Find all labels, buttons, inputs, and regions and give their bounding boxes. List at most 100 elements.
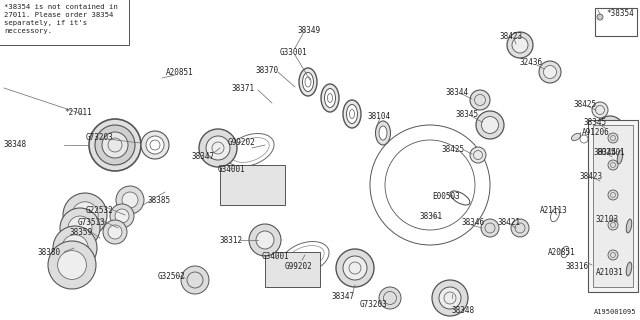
Text: *38354 is not contained in
27011. Please order 38354
separately, if it's
neccess: *38354 is not contained in 27011. Please… [4, 4, 118, 34]
Ellipse shape [608, 190, 618, 200]
PathPatch shape [180, 90, 355, 225]
Text: 38346: 38346 [462, 218, 485, 227]
Ellipse shape [360, 115, 500, 255]
Text: G99202: G99202 [285, 262, 313, 271]
Text: A21113: A21113 [540, 206, 568, 215]
Ellipse shape [539, 61, 561, 83]
Text: G73203: G73203 [360, 300, 388, 309]
Ellipse shape [299, 68, 317, 96]
Bar [588, 120, 638, 292]
Ellipse shape [249, 224, 281, 256]
Bar [593, 125, 633, 287]
Ellipse shape [116, 186, 144, 214]
Ellipse shape [608, 148, 628, 168]
Ellipse shape [110, 204, 134, 228]
Text: 38345: 38345 [584, 118, 607, 127]
Text: *38354 is not contained in
27011. Please order 38354
separately, if it's
neccess: *38354 is not contained in 27011. Please… [4, 4, 118, 34]
Ellipse shape [321, 84, 339, 112]
Ellipse shape [608, 133, 618, 143]
Text: 38423: 38423 [580, 172, 603, 181]
Text: G73203: G73203 [86, 133, 114, 142]
Bar [265, 252, 320, 287]
Ellipse shape [58, 251, 86, 279]
Ellipse shape [470, 90, 490, 110]
Text: *27011: *27011 [64, 108, 92, 117]
Text: E00503: E00503 [432, 192, 460, 201]
Text: G33001: G33001 [280, 48, 308, 57]
Ellipse shape [146, 136, 164, 154]
Ellipse shape [597, 174, 613, 190]
Ellipse shape [68, 216, 92, 240]
Ellipse shape [206, 136, 230, 160]
Ellipse shape [62, 235, 88, 261]
Ellipse shape [346, 105, 358, 124]
Text: 38349: 38349 [298, 26, 321, 35]
Ellipse shape [53, 226, 97, 270]
Ellipse shape [608, 250, 618, 260]
Text: 38344: 38344 [594, 148, 617, 157]
Ellipse shape [343, 256, 367, 280]
Ellipse shape [608, 160, 618, 170]
Ellipse shape [608, 220, 618, 230]
Ellipse shape [617, 150, 623, 164]
Ellipse shape [592, 169, 618, 195]
Text: G34001: G34001 [218, 165, 246, 174]
Text: 38370: 38370 [255, 66, 278, 75]
Text: 38347: 38347 [192, 152, 215, 161]
Ellipse shape [122, 192, 138, 208]
Ellipse shape [48, 241, 96, 289]
Ellipse shape [181, 266, 209, 294]
Text: 38425: 38425 [442, 145, 465, 154]
Text: G22532: G22532 [86, 206, 114, 215]
Ellipse shape [432, 280, 468, 316]
Ellipse shape [102, 132, 128, 158]
Ellipse shape [343, 100, 361, 128]
Ellipse shape [481, 219, 499, 237]
Text: 38316: 38316 [565, 262, 588, 271]
Text: 38344: 38344 [446, 88, 469, 97]
Ellipse shape [597, 14, 603, 20]
Ellipse shape [512, 37, 528, 53]
Ellipse shape [141, 131, 169, 159]
Text: G73513: G73513 [78, 218, 106, 227]
Text: 38421: 38421 [498, 218, 521, 227]
Ellipse shape [596, 116, 624, 144]
Ellipse shape [72, 202, 98, 228]
Text: G34001: G34001 [262, 252, 290, 261]
Text: 38347: 38347 [332, 292, 355, 301]
Ellipse shape [379, 287, 401, 309]
Text: 32436: 32436 [520, 58, 543, 67]
Ellipse shape [115, 209, 129, 223]
Text: A20851: A20851 [548, 248, 576, 257]
PathPatch shape [200, 205, 350, 305]
Ellipse shape [63, 193, 107, 237]
Ellipse shape [303, 73, 314, 92]
Text: *38354: *38354 [606, 9, 634, 18]
Text: 38385: 38385 [148, 196, 171, 205]
Text: 38348: 38348 [4, 140, 27, 149]
Ellipse shape [627, 262, 632, 276]
Text: 38348: 38348 [452, 306, 475, 315]
Ellipse shape [324, 89, 335, 108]
Ellipse shape [627, 219, 632, 233]
Ellipse shape [256, 231, 274, 249]
Text: 38425: 38425 [574, 100, 597, 109]
Ellipse shape [60, 208, 100, 248]
Ellipse shape [481, 116, 499, 133]
Text: 38380: 38380 [38, 248, 61, 257]
Ellipse shape [376, 121, 390, 145]
Ellipse shape [89, 119, 141, 171]
Ellipse shape [199, 129, 237, 167]
Text: 32103: 32103 [596, 215, 619, 224]
Text: A20851: A20851 [166, 68, 194, 77]
Text: 38104: 38104 [368, 112, 391, 121]
Bar [220, 165, 285, 205]
Text: G32502: G32502 [158, 272, 186, 281]
Ellipse shape [592, 102, 608, 118]
Ellipse shape [476, 111, 504, 139]
Text: H02501: H02501 [598, 148, 626, 157]
Ellipse shape [439, 287, 461, 309]
Text: 38371: 38371 [232, 84, 255, 93]
Ellipse shape [379, 126, 387, 140]
Text: 38345: 38345 [455, 110, 478, 119]
